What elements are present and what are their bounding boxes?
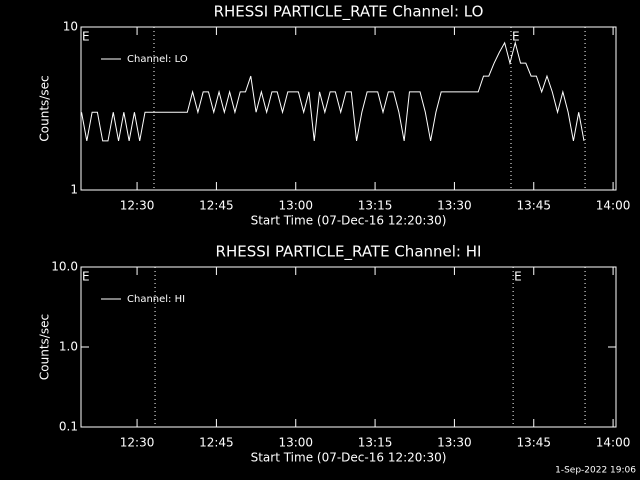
legend-label: Channel: LO [127,54,188,65]
x-tick-label: 12:45 [199,199,234,213]
data-line [81,40,585,142]
plot-frame [80,26,617,191]
event-label: E [82,30,90,44]
chart-title: RHESSI PARTICLE_RATE Channel: HI [216,243,482,262]
x-tick-label: 13:00 [278,199,313,213]
x-axis-label: Start Time (07-Dec-16 12:20:30) [251,451,447,465]
y-tick-label: 10 [63,20,78,34]
event-label: E [512,30,520,44]
x-axis-label: Start Time (07-Dec-16 12:20:30) [251,214,447,228]
x-tick-label: 12:45 [199,436,234,450]
x-tick-label: 13:45 [516,436,551,450]
y-axis-label: Counts/sec [38,314,52,380]
x-tick-label: 12:30 [120,199,155,213]
plot-frame [80,266,617,428]
x-tick-label: 13:30 [437,199,472,213]
chart-title: RHESSI PARTICLE_RATE Channel: LO [214,3,484,22]
y-tick-label: 1.0 [59,340,78,354]
x-tick-label: 13:30 [437,436,472,450]
y-tick-label: 0.1 [59,420,78,434]
y-tick-label: 10.0 [51,260,78,274]
x-tick-label: 14:00 [596,436,631,450]
x-tick-label: 14:00 [596,199,631,213]
x-tick-label: 13:15 [358,199,393,213]
event-label: E [82,270,90,284]
event-label: E [514,270,522,284]
x-tick-label: 13:00 [278,436,313,450]
legend-label: Channel: HI [127,294,185,305]
y-tick-label: 1 [70,183,78,197]
x-tick-label: 13:15 [358,436,393,450]
x-tick-label: 12:30 [120,436,155,450]
footer: 1-Sep-2022 19:06 [555,466,636,476]
y-axis-label: Counts/sec [38,75,52,141]
x-tick-label: 13:45 [516,199,551,213]
